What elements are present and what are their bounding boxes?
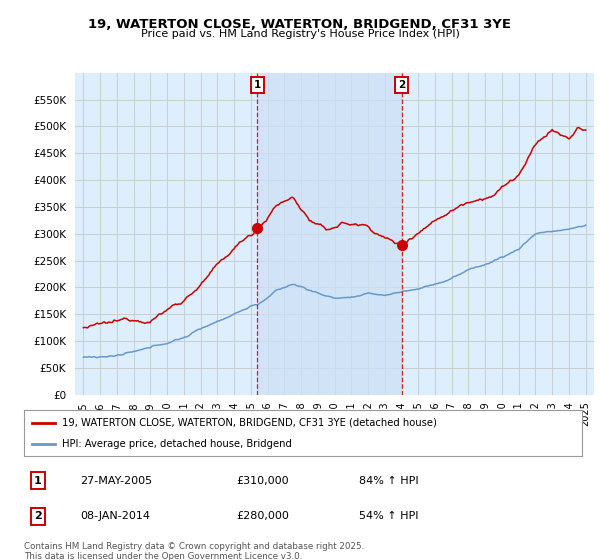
Text: Contains HM Land Registry data © Crown copyright and database right 2025.
This d: Contains HM Land Registry data © Crown c… (24, 542, 364, 560)
Text: 54% ↑ HPI: 54% ↑ HPI (359, 511, 418, 521)
Text: 19, WATERTON CLOSE, WATERTON, BRIDGEND, CF31 3YE (detached house): 19, WATERTON CLOSE, WATERTON, BRIDGEND, … (62, 418, 437, 428)
Bar (257, 73, 402, 395)
Text: 19, WATERTON CLOSE, WATERTON, BRIDGEND, CF31 3YE: 19, WATERTON CLOSE, WATERTON, BRIDGEND, … (89, 18, 511, 31)
Text: 84% ↑ HPI: 84% ↑ HPI (359, 476, 418, 486)
Text: £280,000: £280,000 (236, 511, 289, 521)
Text: Price paid vs. HM Land Registry's House Price Index (HPI): Price paid vs. HM Land Registry's House … (140, 29, 460, 39)
Text: 08-JAN-2014: 08-JAN-2014 (80, 511, 150, 521)
Text: 1: 1 (34, 476, 42, 486)
Text: 1: 1 (254, 80, 261, 90)
Text: 2: 2 (34, 511, 42, 521)
Text: 27-MAY-2005: 27-MAY-2005 (80, 476, 152, 486)
Text: HPI: Average price, detached house, Bridgend: HPI: Average price, detached house, Brid… (62, 439, 292, 449)
Text: £310,000: £310,000 (236, 476, 289, 486)
Text: 2: 2 (398, 80, 406, 90)
